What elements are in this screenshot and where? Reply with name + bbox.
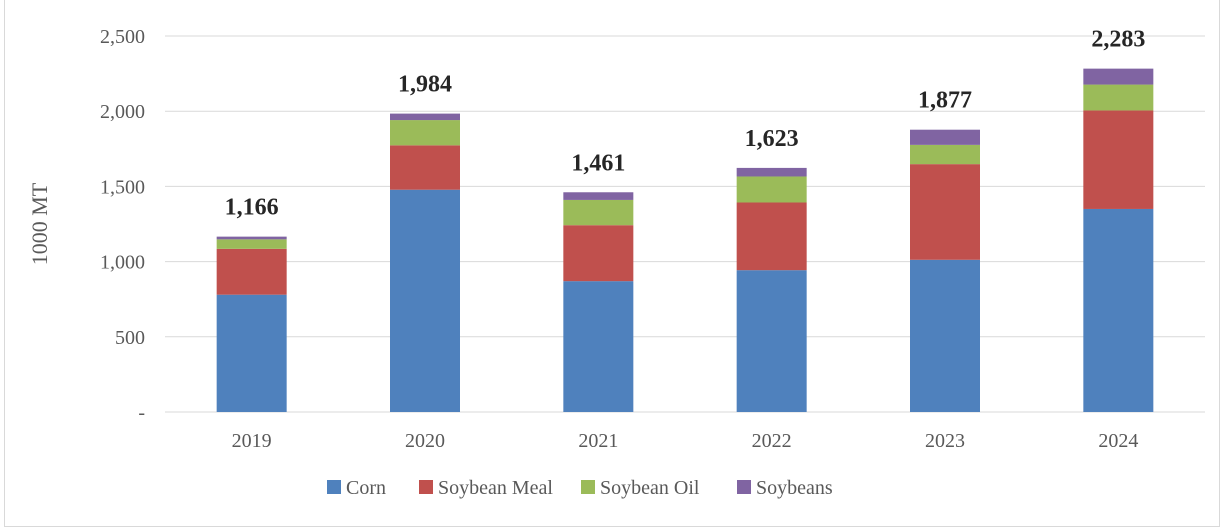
bar-soybean-oil-2019 [216, 239, 287, 249]
bar-soybeans-2019 [216, 236, 287, 240]
bar-soybean-oil-2024 [1083, 84, 1154, 111]
legend-label-soybeans: Soybeans [756, 477, 833, 499]
bar-soybeans-2021 [563, 192, 634, 200]
bar-soybean-oil-2023 [910, 144, 980, 165]
bar-soybeans-2024 [1083, 68, 1154, 85]
y-axis: - 500 1,000 1,500 2,000 2,500 [100, 26, 145, 424]
chart-frame: 1,166 1,984 1,461 1,623 1,877 2,283 - 500 1,000… [4, 0, 1220, 527]
bar-soybean-meal-2023 [910, 164, 980, 260]
bar-soybean-oil-2020 [390, 120, 460, 146]
total-label-2023: 1,877 [918, 88, 972, 114]
total-labels: 1,166 1,984 1,461 1,623 1,877 2,283 [225, 27, 1146, 221]
bar-corn-2021 [563, 281, 634, 412]
y-tick-label: 2,500 [100, 26, 145, 48]
stacked-bar-chart: 1,166 1,984 1,461 1,623 1,877 2,283 - 500 1,000… [27, 26, 1205, 499]
y-tick-label: - [138, 402, 145, 424]
total-label-2019: 1,166 [225, 195, 279, 221]
bar-stacks [216, 68, 1154, 412]
y-tick-label: 500 [115, 327, 145, 349]
bar-soybeans-2022 [736, 167, 807, 177]
x-tick-label-2023: 2023 [925, 430, 965, 452]
bar-soybean-meal-2024 [1083, 110, 1154, 209]
legend-label-soybean-meal: Soybean Meal [438, 477, 553, 499]
bar-corn-2019 [216, 294, 287, 412]
bar-corn-2020 [390, 189, 460, 412]
y-tick-label: 1,000 [100, 252, 145, 274]
bar-soybean-meal-2020 [390, 145, 460, 190]
total-label-2022: 1,623 [745, 126, 799, 152]
x-tick-label-2024: 2024 [1098, 430, 1138, 452]
bar-soybean-meal-2021 [563, 225, 634, 282]
legend-label-soybean-oil: Soybean Oil [600, 477, 700, 499]
bar-corn-2024 [1083, 208, 1154, 412]
bar-soybean-meal-2022 [736, 202, 807, 271]
legend-swatch-soybean-meal [419, 480, 433, 494]
x-tick-label-2019: 2019 [232, 430, 272, 452]
legend-swatch-corn [327, 480, 341, 494]
bar-soybean-meal-2019 [216, 248, 287, 295]
bar-soybeans-2023 [910, 129, 980, 145]
total-label-2021: 1,461 [571, 150, 625, 176]
y-tick-label: 1,500 [100, 176, 145, 198]
legend: Corn Soybean Meal Soybean Oil Soybeans [327, 477, 833, 499]
gridlines [165, 35, 1205, 413]
legend-swatch-soybean-oil [581, 480, 595, 494]
legend-swatch-soybeans [737, 480, 751, 494]
bar-soybean-oil-2021 [563, 199, 634, 226]
x-tick-label-2022: 2022 [752, 430, 792, 452]
total-label-2024: 2,283 [1091, 27, 1145, 53]
y-tick-label: 2,000 [100, 101, 145, 123]
total-label-2020: 1,984 [398, 72, 452, 98]
x-axis: 2019 2020 2021 2022 2023 2024 [232, 430, 1139, 452]
y-axis-label: 1000 MT [27, 182, 52, 265]
bar-corn-2023 [910, 259, 980, 412]
x-tick-label-2020: 2020 [405, 430, 445, 452]
bar-corn-2022 [736, 270, 807, 412]
x-tick-label-2021: 2021 [578, 430, 618, 452]
bar-soybean-oil-2022 [736, 176, 807, 203]
legend-label-corn: Corn [346, 477, 386, 499]
bar-soybeans-2020 [390, 113, 460, 121]
